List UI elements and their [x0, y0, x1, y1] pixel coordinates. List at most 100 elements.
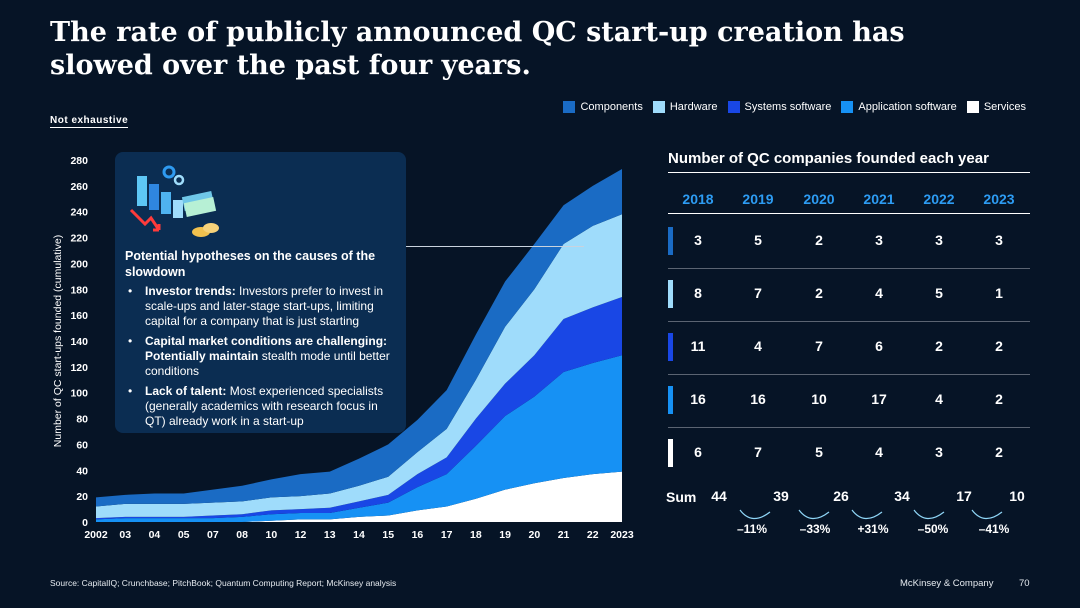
change-percent: –50% — [917, 522, 949, 536]
change-arrow — [913, 509, 945, 520]
table-cell: 2 — [815, 232, 823, 248]
y-tick-label: 280 — [70, 155, 88, 167]
row-color-marker — [668, 333, 673, 361]
table-row-services: 6 7 5 4 3 2 — [668, 427, 1030, 480]
table-cell: 17 — [871, 391, 887, 407]
area-services — [96, 471, 622, 522]
x-tick-label: 14 — [353, 529, 365, 541]
table-cell: 16 — [750, 391, 766, 407]
table-cell: 16 — [690, 391, 706, 407]
table-cell: 5 — [935, 285, 943, 301]
x-tick-label: 20 — [528, 529, 540, 541]
area-application-software — [96, 355, 622, 522]
x-tick-label: 03 — [119, 529, 131, 541]
legend-swatch — [841, 101, 854, 113]
legend-label: Components — [580, 101, 643, 113]
x-tick-label: 21 — [558, 529, 570, 541]
y-tick-label: 20 — [76, 491, 88, 503]
table-cell: 3 — [995, 232, 1003, 248]
y-tick-label: 0 — [82, 517, 88, 529]
y-tick-label: 220 — [70, 233, 88, 245]
change-arrow — [798, 509, 830, 520]
sum-value: 26 — [833, 488, 849, 504]
row-color-marker — [668, 280, 673, 308]
table-cell: 3 — [875, 232, 883, 248]
legend-swatch — [727, 101, 740, 113]
cumulative-startups-area-chart: 0204060801001201401601802002202402602802… — [52, 155, 634, 541]
page-number: 70 — [1019, 578, 1030, 589]
change-percent: –11% — [736, 522, 768, 536]
x-tick-label: 05 — [178, 529, 190, 541]
area-hardware — [96, 214, 622, 519]
area-systems-software — [96, 297, 622, 520]
sum-label: Sum — [666, 489, 697, 505]
legend-item-systems-software: Systems software — [727, 101, 832, 113]
table-cell: 3 — [694, 232, 702, 248]
legend-label: Application software — [858, 101, 957, 113]
table-cell: 3 — [935, 444, 943, 460]
row-color-marker — [668, 439, 673, 467]
sum-value: 44 — [711, 488, 727, 504]
legend-swatch — [563, 101, 576, 113]
hypothesis-item: Capital market conditions are challengin… — [125, 334, 396, 379]
change-arrow — [739, 509, 771, 520]
year-header: 2019 — [742, 191, 774, 207]
x-tick-label: 2002 — [84, 529, 108, 541]
x-tick-label: 10 — [265, 529, 277, 541]
x-tick-label: 2023 — [610, 529, 634, 541]
table-cell: 5 — [815, 444, 823, 460]
x-tick-label: 22 — [587, 529, 599, 541]
table-row-systems-software: 11 4 7 6 2 2 — [668, 321, 1030, 375]
sum-value: 10 — [1009, 488, 1025, 504]
hypothesis-text: Investors prefer to invest in scale-ups … — [145, 284, 384, 328]
change-percent: –33% — [799, 522, 831, 536]
x-tick-label: 17 — [441, 529, 453, 541]
hypothesis-bold: Investor trends: — [145, 284, 236, 298]
callout-leader-line — [406, 246, 584, 247]
x-tick-label: 07 — [207, 529, 219, 541]
change-percent: +31% — [857, 522, 889, 536]
table-cell: 4 — [875, 444, 883, 460]
hypothesis-text: Most experienced specialists (generally … — [145, 384, 384, 428]
y-tick-label: 160 — [70, 310, 88, 322]
x-tick-label: 16 — [412, 529, 424, 541]
table-cell: 2 — [995, 444, 1003, 460]
table-cell: 2 — [815, 285, 823, 301]
row-color-marker — [668, 227, 673, 255]
table-cell: 4 — [935, 391, 943, 407]
x-tick-label: 19 — [499, 529, 511, 541]
table-row-components: 3 5 2 3 3 3 — [668, 215, 1030, 269]
source-note: Source: CapitalIQ; Crunchbase; PitchBook… — [50, 578, 397, 588]
hypothesis-bold: Capital market conditions are challengin… — [145, 334, 388, 363]
table-cell: 4 — [754, 338, 762, 354]
table-cell: 7 — [754, 444, 762, 460]
legend-label: Hardware — [669, 101, 718, 113]
hypothesis-item: Lack of talent: Most experienced special… — [125, 384, 396, 429]
legend-item-services: Services — [966, 101, 1026, 113]
y-tick-label: 40 — [76, 465, 88, 477]
table-cell: 2 — [995, 391, 1003, 407]
x-tick-label: 08 — [236, 529, 248, 541]
table-cell: 1 — [995, 285, 1003, 301]
legend-label: Systems software — [744, 101, 832, 113]
table-cell: 7 — [815, 338, 823, 354]
hypothesis-bold: Lack of talent: — [145, 384, 227, 398]
table-cell: 6 — [875, 338, 883, 354]
table-cell: 6 — [694, 444, 702, 460]
table-cell: 11 — [690, 338, 706, 354]
y-tick-label: 80 — [76, 414, 88, 426]
table-title: Number of QC companies founded each year — [668, 150, 1030, 173]
y-tick-label: 60 — [76, 439, 88, 451]
y-tick-label: 180 — [70, 284, 88, 296]
row-color-marker — [668, 386, 673, 414]
hypotheses-list: Investor trends: Investors prefer to inv… — [125, 284, 396, 429]
table-cell: 7 — [754, 285, 762, 301]
year-header: 2021 — [863, 191, 895, 207]
page-title: The rate of publicly announced QC start-… — [50, 17, 905, 81]
area-components — [96, 169, 622, 507]
year-header: 2022 — [923, 191, 955, 207]
brand-name: McKinsey & Company — [900, 578, 994, 589]
legend-swatch — [652, 101, 665, 113]
y-tick-label: 240 — [70, 207, 88, 219]
x-tick-label: 18 — [470, 529, 482, 541]
